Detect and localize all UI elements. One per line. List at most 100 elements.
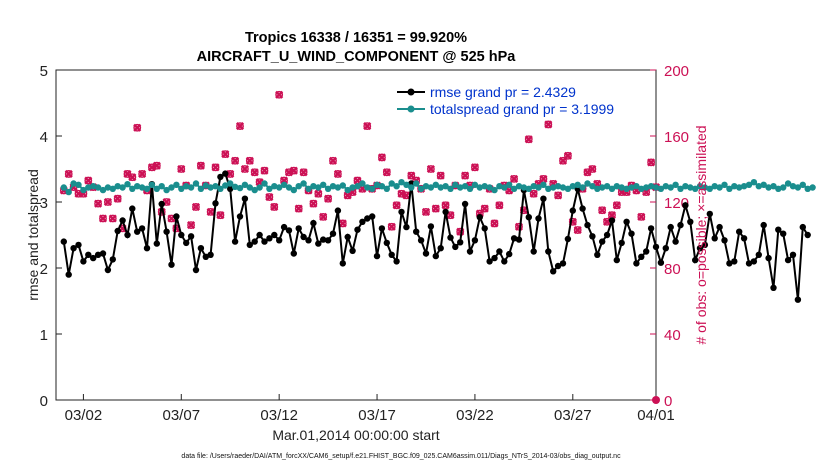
obs-possible-marker [568, 217, 577, 226]
obs-assimilated-marker-stroke [441, 201, 450, 210]
series-rmse-point [789, 251, 797, 258]
series-totalspread-point [383, 185, 390, 192]
obs-possible-marker [270, 203, 279, 211]
obs-zero-marker [652, 396, 660, 404]
obs-assimilated-marker [177, 164, 186, 174]
obs-assimilated-marker-stroke [436, 171, 445, 180]
series-totalspread-point [481, 183, 488, 190]
series-totalspread-point [134, 183, 141, 190]
series-totalspread-point [594, 185, 601, 192]
obs-assimilated-marker-stroke [539, 174, 548, 183]
series-totalspread-point [422, 183, 430, 190]
obs-possible-marker [260, 166, 269, 175]
obs-assimilated-marker-stroke [314, 189, 323, 198]
series-totalspread-point [794, 184, 802, 191]
series-rmse-point [491, 254, 498, 262]
series-rmse-point [775, 226, 782, 233]
obs-assimilated-marker [544, 120, 553, 129]
series-rmse-point [70, 245, 77, 252]
obs-assimilated-marker-stroke [152, 161, 161, 170]
series-rmse-point [692, 256, 699, 264]
series-totalspread-point [280, 181, 288, 188]
series-rmse-point [349, 247, 356, 254]
series-totalspread-point [711, 183, 718, 190]
series-totalspread-point [652, 184, 660, 191]
series-totalspread-point [750, 179, 758, 186]
series-totalspread-point [765, 184, 772, 191]
obs-assimilated-marker-stroke [240, 164, 249, 174]
series-totalspread-point [550, 184, 557, 191]
obs-assimilated-marker-stroke [113, 194, 122, 203]
series-totalspread-point [755, 183, 762, 190]
series-totalspread-point [784, 180, 792, 187]
y-left-tick-label: 5 [40, 63, 48, 80]
obs-assimilated-marker [510, 174, 519, 183]
series-totalspread-point [168, 184, 175, 191]
obs-assimilated-marker [612, 201, 621, 210]
series-totalspread-point [354, 183, 361, 190]
obs-assimilated-marker [333, 169, 342, 178]
series-rmse-point [550, 268, 557, 275]
series-rmse-point [545, 248, 552, 255]
obs-possible-marker [559, 156, 567, 165]
series-rmse-point [427, 223, 435, 230]
series-rmse-point [207, 251, 214, 258]
obs-assimilated-marker [573, 226, 582, 235]
obs-possible-marker [94, 199, 102, 208]
obs-assimilated-marker [382, 168, 391, 177]
series-rmse-point [599, 238, 606, 245]
series-rmse-point [143, 245, 151, 252]
obs-assimilated-marker [275, 90, 284, 99]
series-totalspread-point [770, 183, 777, 190]
series-rmse-point [706, 210, 713, 218]
chart-title-line2: AIRCRAFT_U_WIND_COMPONENT @ 525 hPa [197, 49, 517, 65]
series-rmse-point [584, 221, 591, 229]
obs-assimilated-marker-stroke [382, 168, 391, 177]
series-totalspread-point [344, 186, 351, 194]
series-totalspread-point [745, 181, 753, 188]
series-totalspread-point [599, 184, 606, 191]
obs-assimilated-marker-stroke [328, 156, 338, 165]
obs-possible-marker [245, 156, 254, 165]
series-rmse-point [745, 260, 753, 267]
y-right-tick-label: 200 [664, 63, 689, 80]
series-rmse-point [662, 245, 669, 252]
series-rmse-point [506, 250, 513, 258]
series-totalspread-point [266, 185, 273, 192]
series-totalspread-point [427, 184, 435, 191]
obs-assimilated-marker [319, 212, 328, 221]
series-rmse-point [760, 221, 767, 229]
obs-assimilated-marker-stroke [348, 188, 357, 197]
series-rmse-point [202, 253, 209, 260]
obs-assimilated-marker [480, 204, 489, 213]
series-totalspread-point [569, 183, 576, 190]
obs-assimilated-marker [231, 156, 240, 165]
obs-assimilated-marker [260, 166, 269, 175]
series-totalspread-point [618, 184, 625, 191]
y-left-tick-label: 2 [40, 261, 48, 278]
series-totalspread-point [780, 184, 787, 191]
obs-assimilated-marker [108, 214, 117, 223]
series-totalspread-point [452, 181, 459, 188]
obs-assimilated-marker-stroke [510, 174, 519, 183]
obs-possible-marker [294, 204, 303, 213]
obs-assimilated-marker-stroke [421, 207, 431, 216]
series-rmse-point [589, 233, 596, 240]
obs-assimilated-marker [441, 201, 450, 210]
series-rmse-point [496, 248, 503, 255]
series-totalspread-point [256, 184, 263, 191]
obs-assimilated-marker-stroke [588, 164, 597, 174]
series-rmse-point [212, 200, 219, 207]
series-rmse-point [187, 233, 195, 240]
series-totalspread-point [85, 184, 92, 191]
obs-assimilated-marker [265, 193, 274, 202]
series-rmse-point [672, 238, 679, 245]
series-totalspread-point [349, 184, 356, 191]
series-rmse-point [329, 230, 337, 237]
series-totalspread-point [491, 186, 498, 194]
series-rmse-point [261, 238, 268, 245]
x-tick-label: 03/12 [260, 407, 298, 424]
obs-assimilated-marker-stroke [128, 173, 137, 182]
series-totalspread-point [119, 184, 126, 191]
